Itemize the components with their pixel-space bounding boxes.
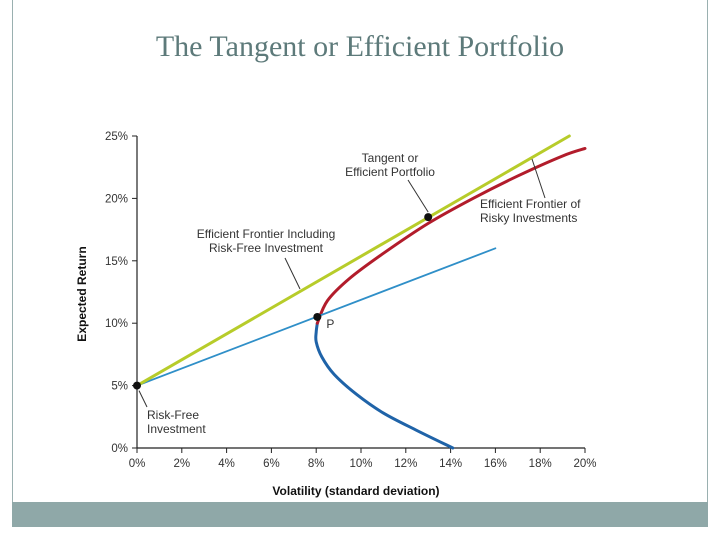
y-tick-label: 10% — [105, 318, 128, 330]
risk-free-label: Risk-Free Investment — [147, 408, 206, 436]
efficient-frontier-riskfree-leader — [284, 257, 301, 290]
portfolio-p-point — [313, 312, 322, 321]
y-tick-label: 0% — [111, 443, 128, 455]
efficient-frontier-risky-leader — [531, 158, 546, 199]
footer-bar — [12, 502, 708, 527]
slide-title: The Tangent or Efficient Portfolio — [155, 30, 565, 63]
y-tick-label: 15% — [105, 256, 128, 268]
x-tick-label: 2% — [173, 458, 190, 470]
efficient-frontier-chart: 0% 5% 10% 15% 20% 25% 0% 2% 4% 6% 8% 10% 12% 14% 16% 18… — [75, 131, 597, 498]
chart-axes: 0% 5% 10% 15% 20% 25% 0% 2% 4% 6% 8% 10% 12% 14% 16% 18… — [75, 131, 597, 498]
y-tick-label: 20% — [105, 193, 128, 205]
point-p-label: P — [326, 317, 334, 331]
x-tick-label: 10% — [349, 458, 372, 470]
frontier-upper-curve — [315, 146, 587, 325]
risk-free-point — [133, 381, 141, 390]
chart-annotations: Tangent or Efficient Portfolio Efficient F… — [138, 151, 581, 436]
x-tick-label: 8% — [308, 458, 325, 470]
chart-points — [133, 213, 433, 390]
tangent-portfolio-label: Tangent or Efficient Portfolio — [345, 151, 435, 179]
chart-series — [135, 134, 587, 450]
x-tick-label: 0% — [129, 458, 146, 470]
x-tick-label: 20% — [573, 458, 596, 470]
efficient-frontier-riskfree-label: Efficient Frontier Including Risk-Free In… — [197, 227, 336, 255]
risk-free-leader — [138, 390, 148, 408]
x-tick-label: 18% — [529, 458, 552, 470]
y-tick-label: 5% — [111, 381, 128, 393]
frontier-lower-curve — [314, 321, 455, 450]
slide-frame — [12, 0, 708, 527]
x-axis-title: Volatility (standard deviation) — [272, 484, 439, 498]
tangent-portfolio-point — [424, 213, 433, 222]
tangent-portfolio-leader — [407, 179, 429, 213]
efficient-frontier-risky-label: Efficient Frontier of Risky Investments — [480, 197, 581, 225]
y-tick-label: 25% — [105, 131, 128, 143]
y-axis-title: Expected Return — [75, 246, 89, 341]
x-tick-label: 16% — [484, 458, 507, 470]
x-tick-label: 6% — [263, 458, 280, 470]
x-tick-label: 12% — [394, 458, 417, 470]
tangent-line — [135, 134, 571, 388]
x-tick-label: 14% — [439, 458, 462, 470]
x-tick-label: 4% — [218, 458, 235, 470]
